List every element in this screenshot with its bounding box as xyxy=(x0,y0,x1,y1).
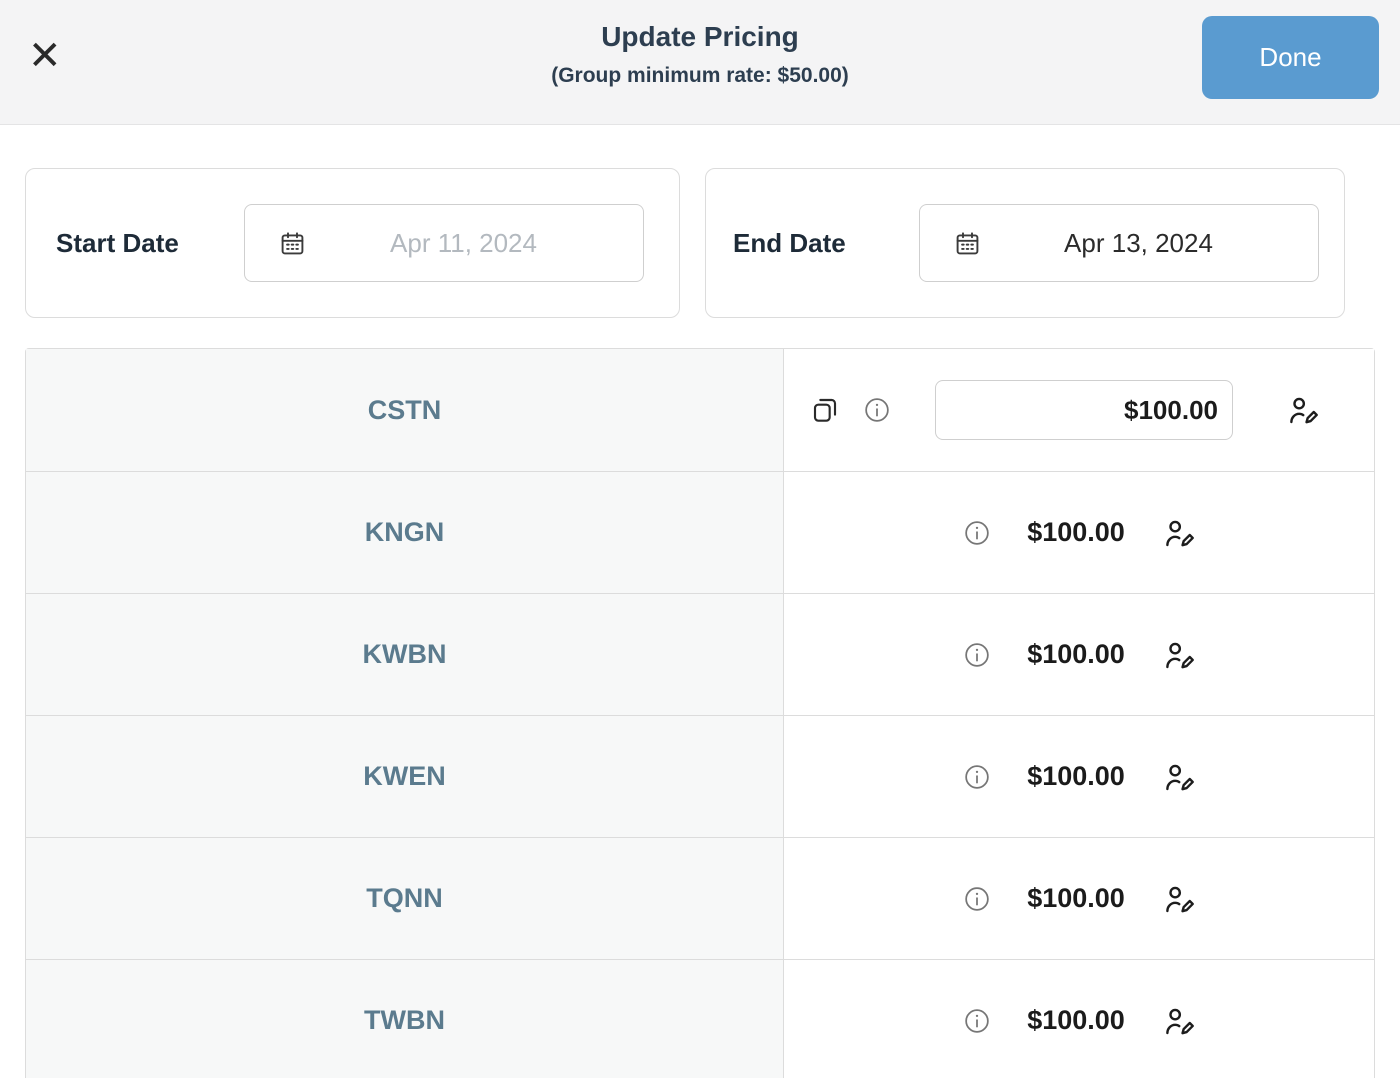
price-value: $100.00 xyxy=(1027,883,1125,913)
table-row: CSTN xyxy=(26,349,1374,471)
end-date-value: Apr 13, 2024 xyxy=(1064,227,1213,258)
price-cell: $100.00 xyxy=(784,960,1374,1078)
room-code-cell: CSTN xyxy=(26,349,784,471)
room-code-cell: KNGN xyxy=(26,472,784,593)
start-date-value: Apr 11, 2024 xyxy=(390,227,537,258)
date-range-section: Start Date Apr 11, 2024 End Dat xyxy=(0,125,1400,318)
page-title: Update Pricing xyxy=(601,21,799,52)
price-cell xyxy=(784,349,1374,471)
start-date-label: Start Date xyxy=(56,227,179,258)
pricing-table: CSTN xyxy=(25,348,1375,1078)
price-value: $100.00 xyxy=(1027,761,1125,791)
info-icon[interactable] xyxy=(963,519,991,547)
room-code-cell: KWEN xyxy=(26,716,784,837)
done-button[interactable]: Done xyxy=(1202,16,1379,99)
room-code: CSTN xyxy=(367,394,442,425)
price-value: $100.00 xyxy=(1027,1005,1125,1035)
room-code: KNGN xyxy=(364,517,445,547)
room-code-cell: TQNN xyxy=(26,838,784,959)
modal-header: ✕ Update Pricing (Group minimum rate: $5… xyxy=(0,0,1400,125)
room-code-cell: TWBN xyxy=(26,960,784,1078)
edit-person-icon[interactable] xyxy=(1161,516,1195,550)
price-input[interactable] xyxy=(935,380,1233,440)
room-code: TQNN xyxy=(366,883,443,913)
price-cell: $100.00 xyxy=(784,594,1374,715)
table-row: KWEN $100.00 xyxy=(26,715,1374,837)
price-cell: $100.00 xyxy=(784,838,1374,959)
edit-person-icon[interactable] xyxy=(1161,1004,1195,1038)
header-title-block: Update Pricing (Group minimum rate: $50.… xyxy=(0,21,1400,88)
room-code-cell: KWBN xyxy=(26,594,784,715)
table-row: TQNN $100.00 xyxy=(26,837,1374,959)
info-icon[interactable] xyxy=(863,396,891,424)
table-row: KWBN $100.00 xyxy=(26,593,1374,715)
price-cell: $100.00 xyxy=(784,472,1374,593)
table-row: KNGN $100.00 xyxy=(26,471,1374,593)
end-date-input[interactable]: Apr 13, 2024 xyxy=(919,204,1319,282)
group-minimum-rate-subtitle: (Group minimum rate: $50.00) xyxy=(551,64,849,87)
price-value: $100.00 xyxy=(1027,517,1125,547)
table-row: TWBN $100.00 xyxy=(26,959,1374,1078)
room-code: KWEN xyxy=(363,761,446,791)
info-icon[interactable] xyxy=(963,885,991,913)
info-icon[interactable] xyxy=(963,641,991,669)
price-value: $100.00 xyxy=(1027,639,1125,669)
edit-person-icon[interactable] xyxy=(1161,638,1195,672)
end-date-label: End Date xyxy=(733,227,846,258)
calendar-icon xyxy=(954,230,981,257)
room-code: KWBN xyxy=(362,639,447,669)
copy-icon[interactable] xyxy=(809,394,841,426)
close-icon[interactable]: ✕ xyxy=(28,33,62,79)
price-cell: $100.00 xyxy=(784,716,1374,837)
info-icon[interactable] xyxy=(963,763,991,791)
room-code: TWBN xyxy=(364,1005,445,1035)
calendar-icon xyxy=(279,230,306,257)
end-date-card: End Date Apr 13, 2024 xyxy=(705,168,1345,318)
edit-person-icon[interactable] xyxy=(1161,760,1195,794)
edit-person-icon[interactable] xyxy=(1285,393,1319,427)
edit-person-icon[interactable] xyxy=(1161,882,1195,916)
start-date-card: Start Date Apr 11, 2024 xyxy=(25,168,680,318)
start-date-input[interactable]: Apr 11, 2024 xyxy=(244,204,644,282)
info-icon[interactable] xyxy=(963,1007,991,1035)
